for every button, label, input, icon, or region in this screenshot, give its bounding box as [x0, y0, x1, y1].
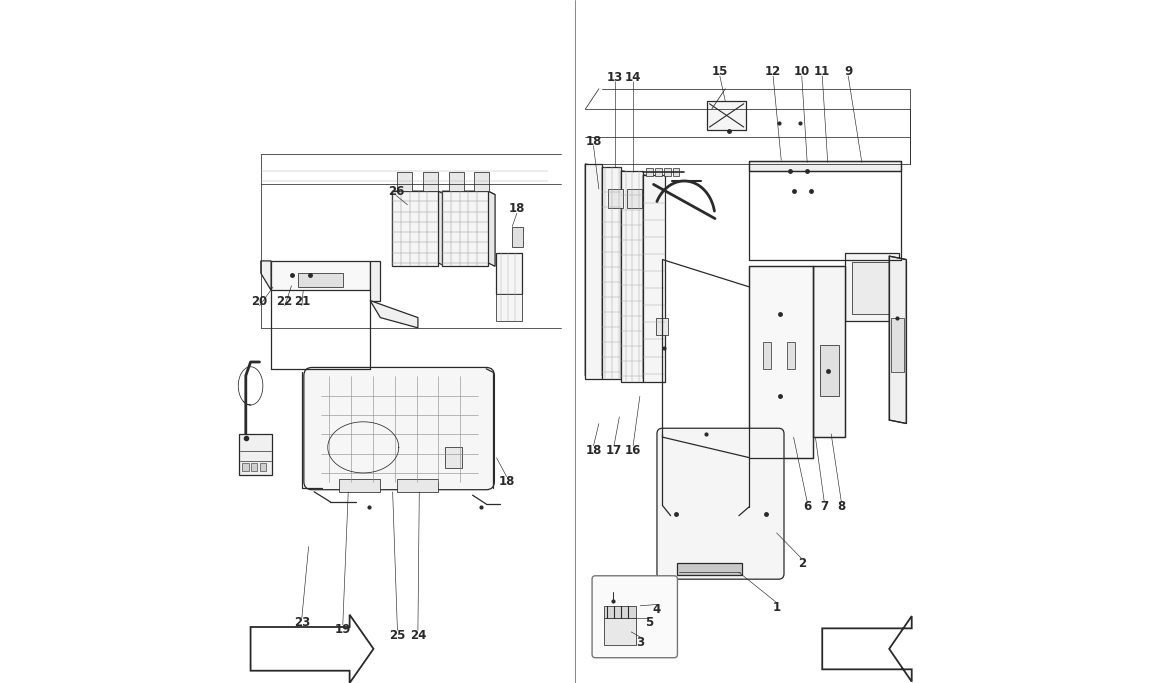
Polygon shape — [749, 266, 813, 458]
Bar — [762, 342, 770, 369]
Bar — [243, 463, 248, 471]
Polygon shape — [438, 191, 445, 266]
Polygon shape — [370, 261, 381, 301]
Bar — [339, 479, 381, 492]
Bar — [298, 273, 343, 287]
Bar — [392, 191, 438, 266]
Bar — [891, 318, 904, 372]
Text: 24: 24 — [409, 628, 427, 642]
Bar — [239, 434, 271, 475]
Polygon shape — [370, 301, 417, 328]
Polygon shape — [271, 261, 370, 290]
Bar — [398, 479, 438, 492]
Text: 18: 18 — [498, 475, 515, 488]
Text: 4: 4 — [653, 602, 661, 616]
Polygon shape — [813, 266, 845, 437]
Bar — [646, 168, 653, 176]
Bar — [627, 189, 642, 208]
Bar — [673, 168, 680, 176]
Text: 17: 17 — [606, 444, 622, 458]
Text: 2: 2 — [798, 557, 806, 570]
Polygon shape — [822, 616, 912, 682]
Bar — [604, 606, 636, 618]
Text: 3: 3 — [636, 635, 645, 649]
Bar — [664, 168, 670, 176]
Bar — [474, 172, 489, 191]
Text: 8: 8 — [837, 500, 845, 514]
Text: 9: 9 — [844, 65, 852, 79]
Bar — [707, 101, 746, 130]
Text: 10: 10 — [793, 65, 810, 79]
Text: 13: 13 — [606, 70, 623, 84]
Polygon shape — [585, 164, 603, 379]
Bar — [251, 463, 258, 471]
Polygon shape — [261, 261, 271, 290]
Bar — [621, 171, 643, 382]
Polygon shape — [489, 191, 496, 266]
Bar — [677, 563, 743, 575]
Text: 12: 12 — [765, 65, 781, 79]
Bar — [398, 172, 413, 191]
Bar — [442, 191, 489, 266]
Bar — [497, 253, 522, 294]
Bar — [497, 294, 522, 321]
Text: 14: 14 — [624, 70, 642, 84]
Text: 5: 5 — [645, 616, 653, 630]
Text: 22: 22 — [277, 295, 293, 309]
Text: 18: 18 — [585, 135, 601, 148]
Text: 11: 11 — [814, 65, 830, 79]
FancyBboxPatch shape — [592, 576, 677, 658]
Bar — [654, 168, 661, 176]
Bar — [445, 447, 462, 468]
Polygon shape — [643, 175, 665, 382]
Bar — [448, 172, 463, 191]
Bar — [608, 189, 623, 208]
Bar — [656, 318, 668, 335]
Bar — [787, 342, 795, 369]
Bar — [512, 227, 523, 247]
Polygon shape — [442, 191, 496, 195]
Text: 21: 21 — [293, 295, 309, 309]
Text: 26: 26 — [388, 184, 405, 198]
Bar — [603, 167, 621, 379]
Text: 15: 15 — [712, 65, 728, 79]
Bar — [643, 175, 665, 382]
Text: 1: 1 — [773, 601, 781, 615]
FancyBboxPatch shape — [657, 428, 784, 579]
Bar — [845, 253, 899, 321]
Polygon shape — [603, 167, 621, 379]
Bar — [820, 345, 838, 396]
Bar — [423, 172, 438, 191]
Polygon shape — [251, 615, 374, 683]
Text: 25: 25 — [389, 628, 406, 642]
Bar — [260, 463, 267, 471]
Bar — [604, 618, 636, 645]
Bar — [585, 164, 603, 379]
Polygon shape — [749, 161, 902, 171]
Text: 23: 23 — [293, 616, 309, 630]
Polygon shape — [392, 191, 445, 195]
Text: 6: 6 — [803, 500, 812, 514]
Text: 7: 7 — [820, 500, 828, 514]
Text: 20: 20 — [252, 295, 268, 309]
Text: 19: 19 — [335, 623, 351, 637]
Text: 18: 18 — [585, 444, 601, 458]
FancyBboxPatch shape — [304, 367, 494, 490]
Bar — [852, 262, 889, 314]
Text: 18: 18 — [508, 201, 526, 215]
Polygon shape — [621, 171, 643, 382]
Polygon shape — [889, 256, 906, 423]
Text: 16: 16 — [624, 444, 642, 458]
